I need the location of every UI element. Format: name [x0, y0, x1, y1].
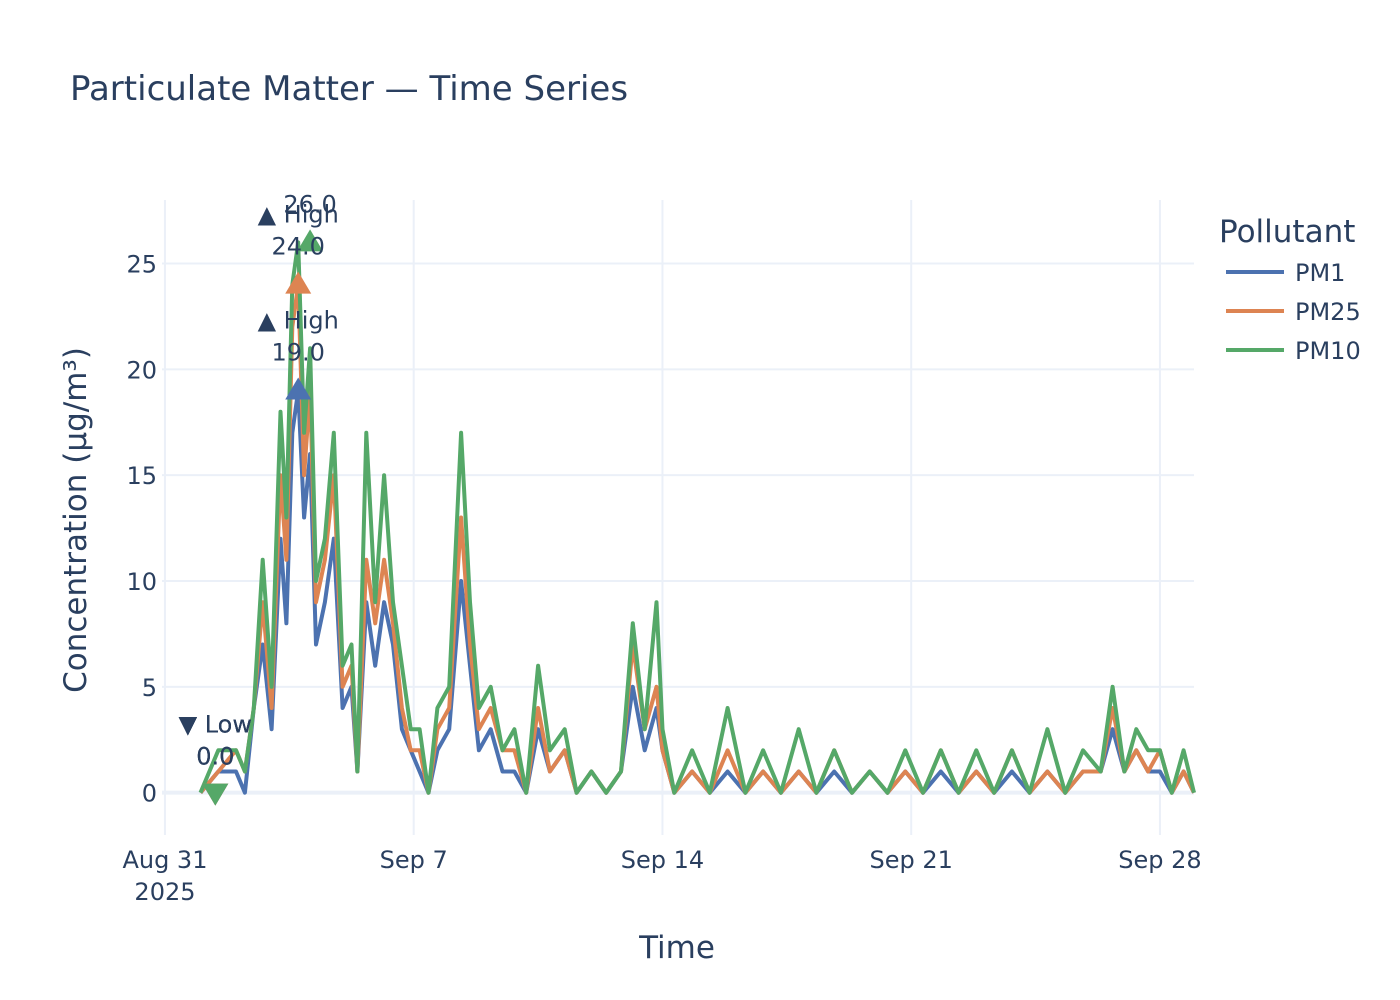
x-tick-label: Sep 14: [621, 846, 704, 874]
annotation-label: ▲ High: [258, 307, 339, 335]
annotation-marker-high-pm25: [285, 271, 312, 294]
annotation-marker-high-pm10: [297, 229, 324, 252]
legend-label-pm10: PM10: [1295, 337, 1361, 365]
y-tick-label: 5: [142, 674, 157, 702]
legend-label-pm25: PM25: [1295, 298, 1361, 326]
legend-label-pm1: PM1: [1295, 259, 1345, 287]
x-axis-title: Time: [638, 930, 715, 966]
y-tick-label: 10: [126, 568, 157, 596]
series-line-pm25: [198, 282, 1196, 795]
chart-title: Particulate Matter — Time Series: [70, 69, 628, 109]
marker-layer: [202, 229, 324, 806]
annotation-value: 0.0: [196, 743, 234, 771]
annotation-value: 0.0: [196, 743, 234, 771]
x-tick-label: Sep 7: [380, 846, 448, 874]
y-tick-label: 0: [142, 780, 157, 808]
annotation-value: 26.0: [283, 190, 336, 218]
series-layer: [198, 240, 1196, 795]
x-tick-labels: Aug 31 2025 Sep 7 Sep 14 Sep 21 Sep 28: [122, 846, 1201, 906]
annotation-value: 24.0: [271, 233, 324, 261]
annotation-label: ▼ Low: [179, 711, 252, 739]
annotation-marker-low-pm10: [202, 783, 229, 806]
annotation-marker-high-pm1: [285, 377, 312, 400]
grid-layer: [162, 200, 1194, 835]
legend-title: Pollutant: [1219, 214, 1355, 250]
y-tick-label: 25: [126, 251, 157, 279]
x-tick-sublabel: 2025: [134, 878, 195, 906]
annotation-label: ▼ Low: [179, 711, 252, 739]
x-tick-label: Aug 31: [122, 846, 207, 874]
y-tick-labels: 0 5 10 15 20 25: [126, 251, 157, 808]
annotation-label: ▼ Low: [179, 711, 252, 739]
annotation-value: 0.0: [196, 743, 234, 771]
x-tick-label: Sep 28: [1118, 846, 1201, 874]
legend[interactable]: Pollutant PM1 PM25 PM10: [1219, 214, 1361, 365]
series-line-pm10: [198, 240, 1196, 795]
y-tick-label: 20: [126, 356, 157, 384]
annotation-value: 19.0: [271, 339, 324, 367]
x-tick-label: Sep 21: [869, 846, 952, 874]
annotation-label: ▲ High: [258, 201, 339, 229]
y-tick-label: 15: [126, 462, 157, 490]
y-axis-title: Concentration (µg/m³): [58, 347, 94, 693]
legend-items: PM1 PM25 PM10: [1226, 259, 1361, 365]
